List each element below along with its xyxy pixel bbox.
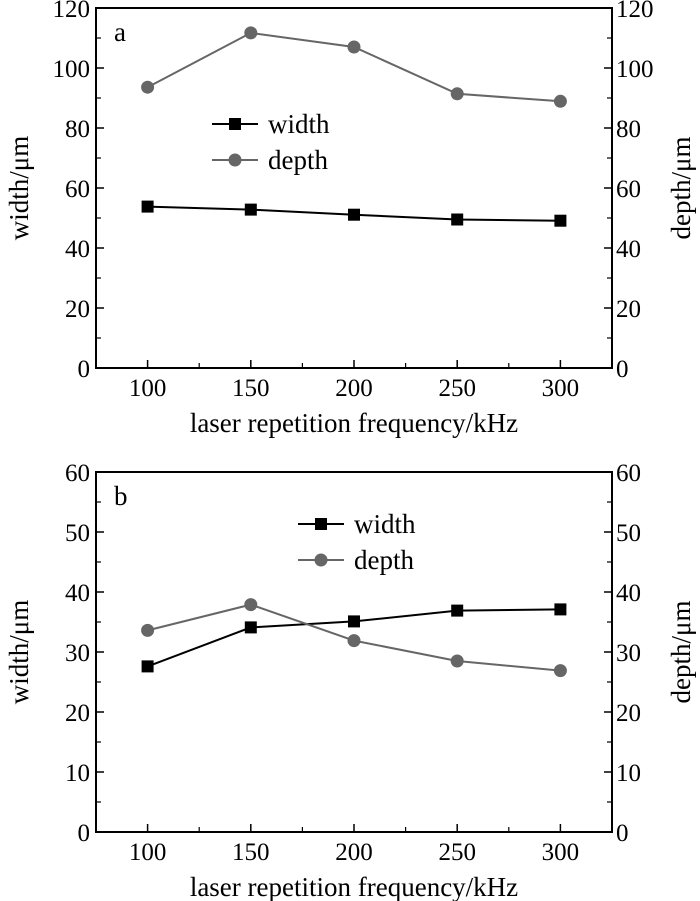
data-point-depth	[450, 87, 464, 101]
y2-tick-label: 60	[616, 460, 641, 487]
data-point-depth	[244, 26, 258, 40]
x-tick-label: 250	[438, 375, 476, 402]
data-point-depth	[347, 634, 361, 648]
y2-tick-label: 20	[616, 296, 641, 323]
x-axis-label: laser repetition frequency/kHz	[190, 872, 518, 901]
data-point-width	[451, 213, 464, 226]
plot-frame	[95, 7, 613, 369]
legend-label-width: width	[354, 509, 416, 539]
data-point-depth	[553, 94, 567, 108]
y2-tick-label: 60	[616, 176, 641, 203]
data-point-width	[554, 603, 567, 616]
y2-tick-label: 10	[616, 760, 641, 787]
data-point-width	[244, 203, 257, 216]
y-tick-label: 60	[65, 460, 90, 487]
y2-tick-label: 30	[616, 640, 641, 667]
legend-label-width: width	[268, 109, 330, 139]
y-axis-label: width/μm	[4, 600, 34, 704]
x-tick-label: 150	[232, 375, 270, 402]
data-point-depth	[347, 40, 361, 54]
y-tick-label: 100	[53, 56, 91, 83]
x-tick-label: 200	[335, 839, 373, 866]
data-point-width	[141, 660, 154, 673]
y2-tick-label: 50	[616, 520, 641, 547]
y-tick-label: 50	[65, 520, 90, 547]
y2-tick-label: 0	[616, 356, 629, 383]
y2-tick-label: 100	[616, 56, 654, 83]
data-point-width	[348, 615, 360, 628]
data-point-depth	[141, 623, 155, 637]
y-tick-label: 120	[53, 0, 91, 23]
y2-tick-label: 40	[616, 236, 641, 263]
data-point-depth	[141, 80, 155, 94]
y2-tick-label: 20	[616, 700, 641, 727]
panel-label: a	[114, 17, 126, 47]
panel-label: b	[114, 481, 128, 511]
y2-tick-label: 40	[616, 580, 641, 607]
x-tick-label: 150	[232, 839, 270, 866]
legend-marker-width	[315, 518, 327, 530]
x-tick-label: 300	[542, 375, 580, 402]
x-tick-label: 200	[335, 375, 373, 402]
x-tick-label: 250	[438, 839, 476, 866]
y-tick-label: 20	[65, 700, 90, 727]
y2-axis-label: depth/μm	[666, 137, 696, 240]
legend-marker-depth	[228, 153, 242, 167]
y2-tick-label: 80	[616, 116, 641, 143]
legend-label-depth: depth	[354, 545, 414, 575]
y-tick-label: 40	[65, 580, 90, 607]
legend-marker-depth	[314, 553, 328, 567]
legend-label-depth: depth	[268, 145, 328, 175]
y2-tick-label: 0	[616, 820, 629, 847]
x-tick-label: 100	[129, 839, 167, 866]
chart-panel-a: 100 150 200 250 300 0 0 20 20 40 40 60 60 80 80 100 100 1…	[4, 0, 696, 438]
data-point-width	[244, 621, 257, 634]
data-point-depth	[244, 598, 258, 612]
y-tick-label: 0	[78, 820, 91, 847]
x-tick-label: 100	[129, 375, 167, 402]
data-point-width	[554, 214, 567, 227]
data-point-width	[451, 604, 464, 617]
y-tick-label: 10	[65, 760, 90, 787]
data-point-width	[348, 208, 360, 221]
y-axis-label: width/μm	[4, 136, 34, 240]
y-tick-label: 40	[65, 236, 90, 263]
x-tick-label: 300	[542, 839, 580, 866]
data-point-width	[141, 200, 154, 213]
chart-panel-b: 100 150 200 250 300 0 0 10 10 20 20 30 30 40 40 50 50 60 6…	[4, 460, 696, 901]
y-tick-label: 20	[65, 296, 90, 323]
legend-marker-width	[229, 118, 241, 130]
y-tick-label: 80	[65, 116, 90, 143]
data-point-depth	[553, 664, 567, 678]
y2-tick-label: 120	[616, 0, 654, 23]
x-axis-label: laser repetition frequency/kHz	[190, 408, 518, 438]
y2-axis-label: depth/μm	[666, 601, 696, 704]
y-tick-label: 0	[78, 356, 91, 383]
data-point-depth	[450, 654, 464, 668]
y-tick-label: 60	[65, 176, 90, 203]
y-tick-label: 30	[65, 640, 90, 667]
